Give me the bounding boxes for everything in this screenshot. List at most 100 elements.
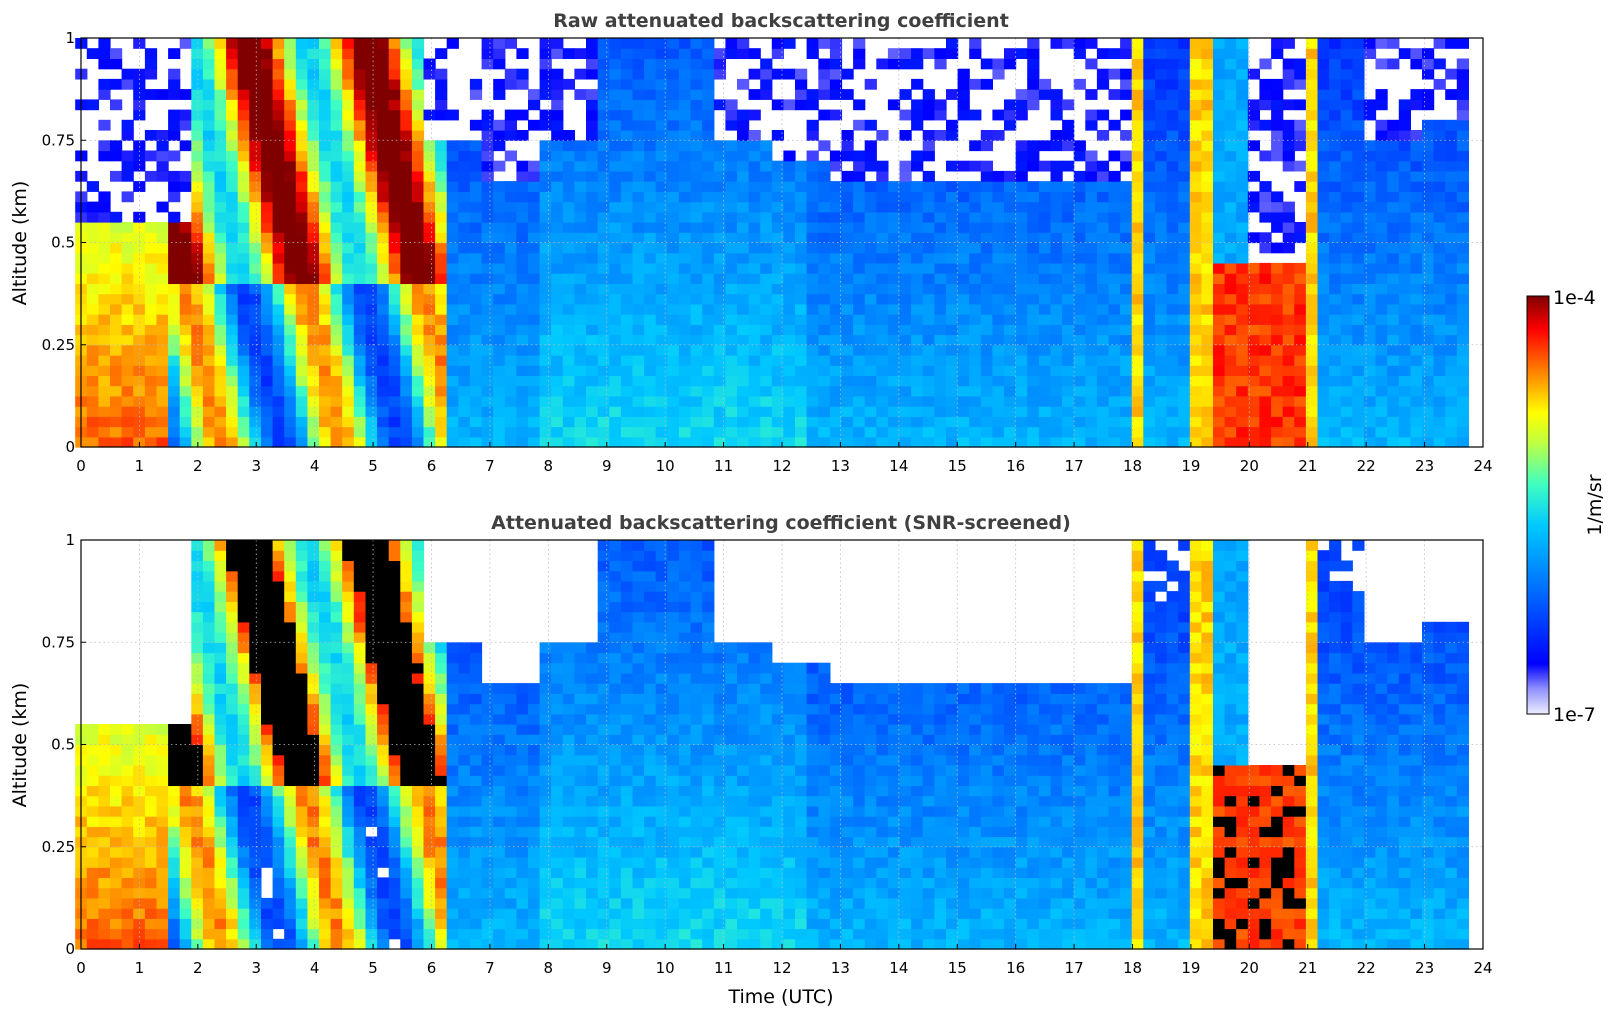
heatmap-cell [1096,365,1110,377]
heatmap-cell [922,436,935,448]
heatmap-cell [841,68,854,80]
heatmap-cell [1155,406,1168,417]
heatmap-cell [829,232,843,244]
heatmap-cell [1062,181,1075,192]
heatmap-cell [655,140,668,152]
heatmap-cell [272,191,285,203]
heatmap-cell [272,48,285,60]
heatmap-cell [1131,99,1144,111]
heatmap-cell [597,416,610,428]
heatmap-cell [295,181,309,192]
heatmap-cell [191,303,204,315]
heatmap-cell [156,846,169,858]
heatmap-cell [1329,273,1342,285]
heatmap-cell [191,785,204,797]
heatmap-cell [1038,314,1052,325]
heatmap-cell [272,744,285,756]
heatmap-cell [388,211,401,223]
heatmap-cell [446,334,459,346]
heatmap-cell [435,222,448,233]
heatmap-cell [992,334,1005,346]
heatmap-cell [400,395,413,407]
heatmap-cell [469,334,483,346]
heatmap-cell [678,89,692,100]
heatmap-cell [179,406,192,417]
heatmap-cell [156,436,169,448]
heatmap-cell [133,785,146,797]
heatmap-cell [1038,140,1052,152]
heatmap-cell [144,242,158,254]
heatmap-cell [144,857,158,868]
heatmap-cell [586,355,599,366]
heatmap-cell [1247,314,1261,325]
heatmap-cell [365,38,378,49]
heatmap-cell [1445,222,1458,233]
heatmap-cell [365,191,378,203]
heatmap-cell [342,109,355,121]
heatmap-cell [1108,191,1121,203]
heatmap-cell [806,283,819,295]
heatmap-cell [98,119,111,131]
heatmap-cell [446,426,459,438]
heatmap-cell [307,283,320,295]
heatmap-cell [1155,222,1168,233]
heatmap-cell [284,78,297,90]
heatmap-cell [760,150,773,162]
heatmap-cell [319,38,332,49]
heatmap-cell [899,211,912,223]
heatmap-cell [179,785,192,797]
heatmap-cell [307,48,320,60]
heatmap-cell [574,232,587,244]
heatmap-cell [1213,211,1226,223]
heatmap-cell [226,109,239,121]
heatmap-cell [1387,191,1400,203]
heatmap-cell [156,857,169,868]
heatmap-cell [133,897,146,909]
heatmap-cell [713,283,727,295]
heatmap-cell [562,283,576,295]
heatmap-cell [1155,426,1168,438]
heatmap-cell [1456,78,1470,90]
heatmap-cell [481,38,494,49]
heatmap-cell [1236,140,1249,152]
heatmap-cell [307,918,320,930]
heatmap-cell [98,283,111,295]
heatmap-cell [423,58,436,70]
heatmap-cell [98,734,111,746]
heatmap-cell [551,222,564,233]
heatmap-cell [377,211,390,223]
heatmap-cell [1143,375,1156,387]
heatmap-cell [168,877,181,889]
heatmap-cell [400,385,413,397]
heatmap-cell [1410,283,1423,295]
heatmap-cell [853,211,866,223]
heatmap-cell [899,375,912,387]
heatmap-cell [1329,38,1342,49]
heatmap-cell [760,273,773,285]
heatmap-cell [110,897,123,909]
heatmap-cell [667,252,680,264]
heatmap-cell [562,293,576,305]
heatmap-cell [597,262,610,274]
heatmap-cell [922,48,935,60]
heatmap-cell [133,314,146,325]
heatmap-cell [191,191,204,203]
heatmap-cell [1038,426,1052,438]
heatmap-cell [86,303,100,315]
heatmap-cell [1201,293,1214,305]
heatmap-cell [156,416,169,428]
heatmap-cell [1096,416,1110,428]
heatmap-cell [330,68,343,80]
heatmap-cell [353,99,367,111]
heatmap-cell [713,99,727,111]
heatmap-cell [760,232,773,244]
heatmap-cell [632,170,645,182]
heatmap-cell [1131,140,1144,152]
heatmap-cell [911,355,924,366]
heatmap-cell [226,314,239,325]
heatmap-cell [609,303,622,315]
heatmap-cell [353,119,367,131]
heatmap-cell [620,242,634,254]
heatmap-cell [295,222,309,233]
heatmap-cell [168,918,181,930]
